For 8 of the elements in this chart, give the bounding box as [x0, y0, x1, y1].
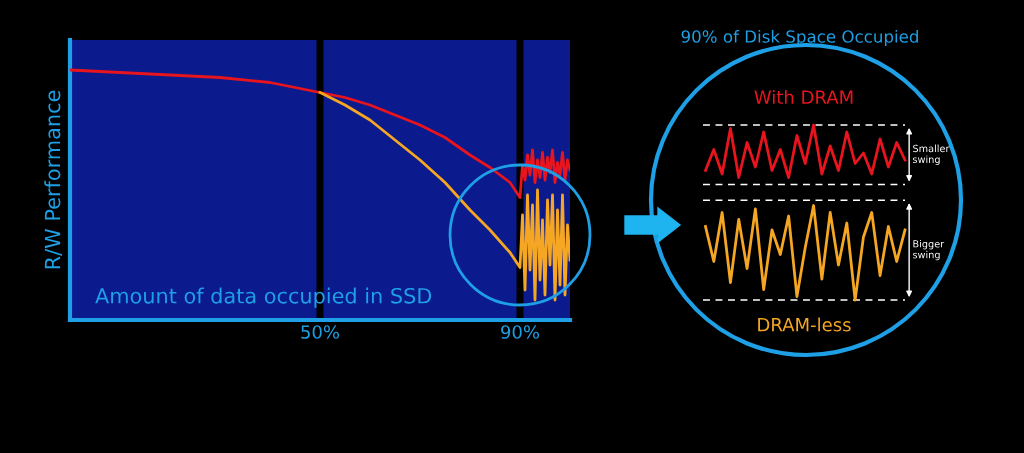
text: Bigger swing [913, 239, 945, 261]
chart-title: 90% of Disk Space Occupied [681, 29, 918, 47]
x-tick-label: 90% [501, 325, 540, 339]
series-label: With DRAM [754, 90, 853, 104]
series-label: DRAM-less [758, 317, 851, 332]
x-tick-label: 50% [301, 325, 340, 339]
y-axis-title: R/W Performance [44, 90, 63, 269]
text: Smaller swing [913, 144, 950, 165]
